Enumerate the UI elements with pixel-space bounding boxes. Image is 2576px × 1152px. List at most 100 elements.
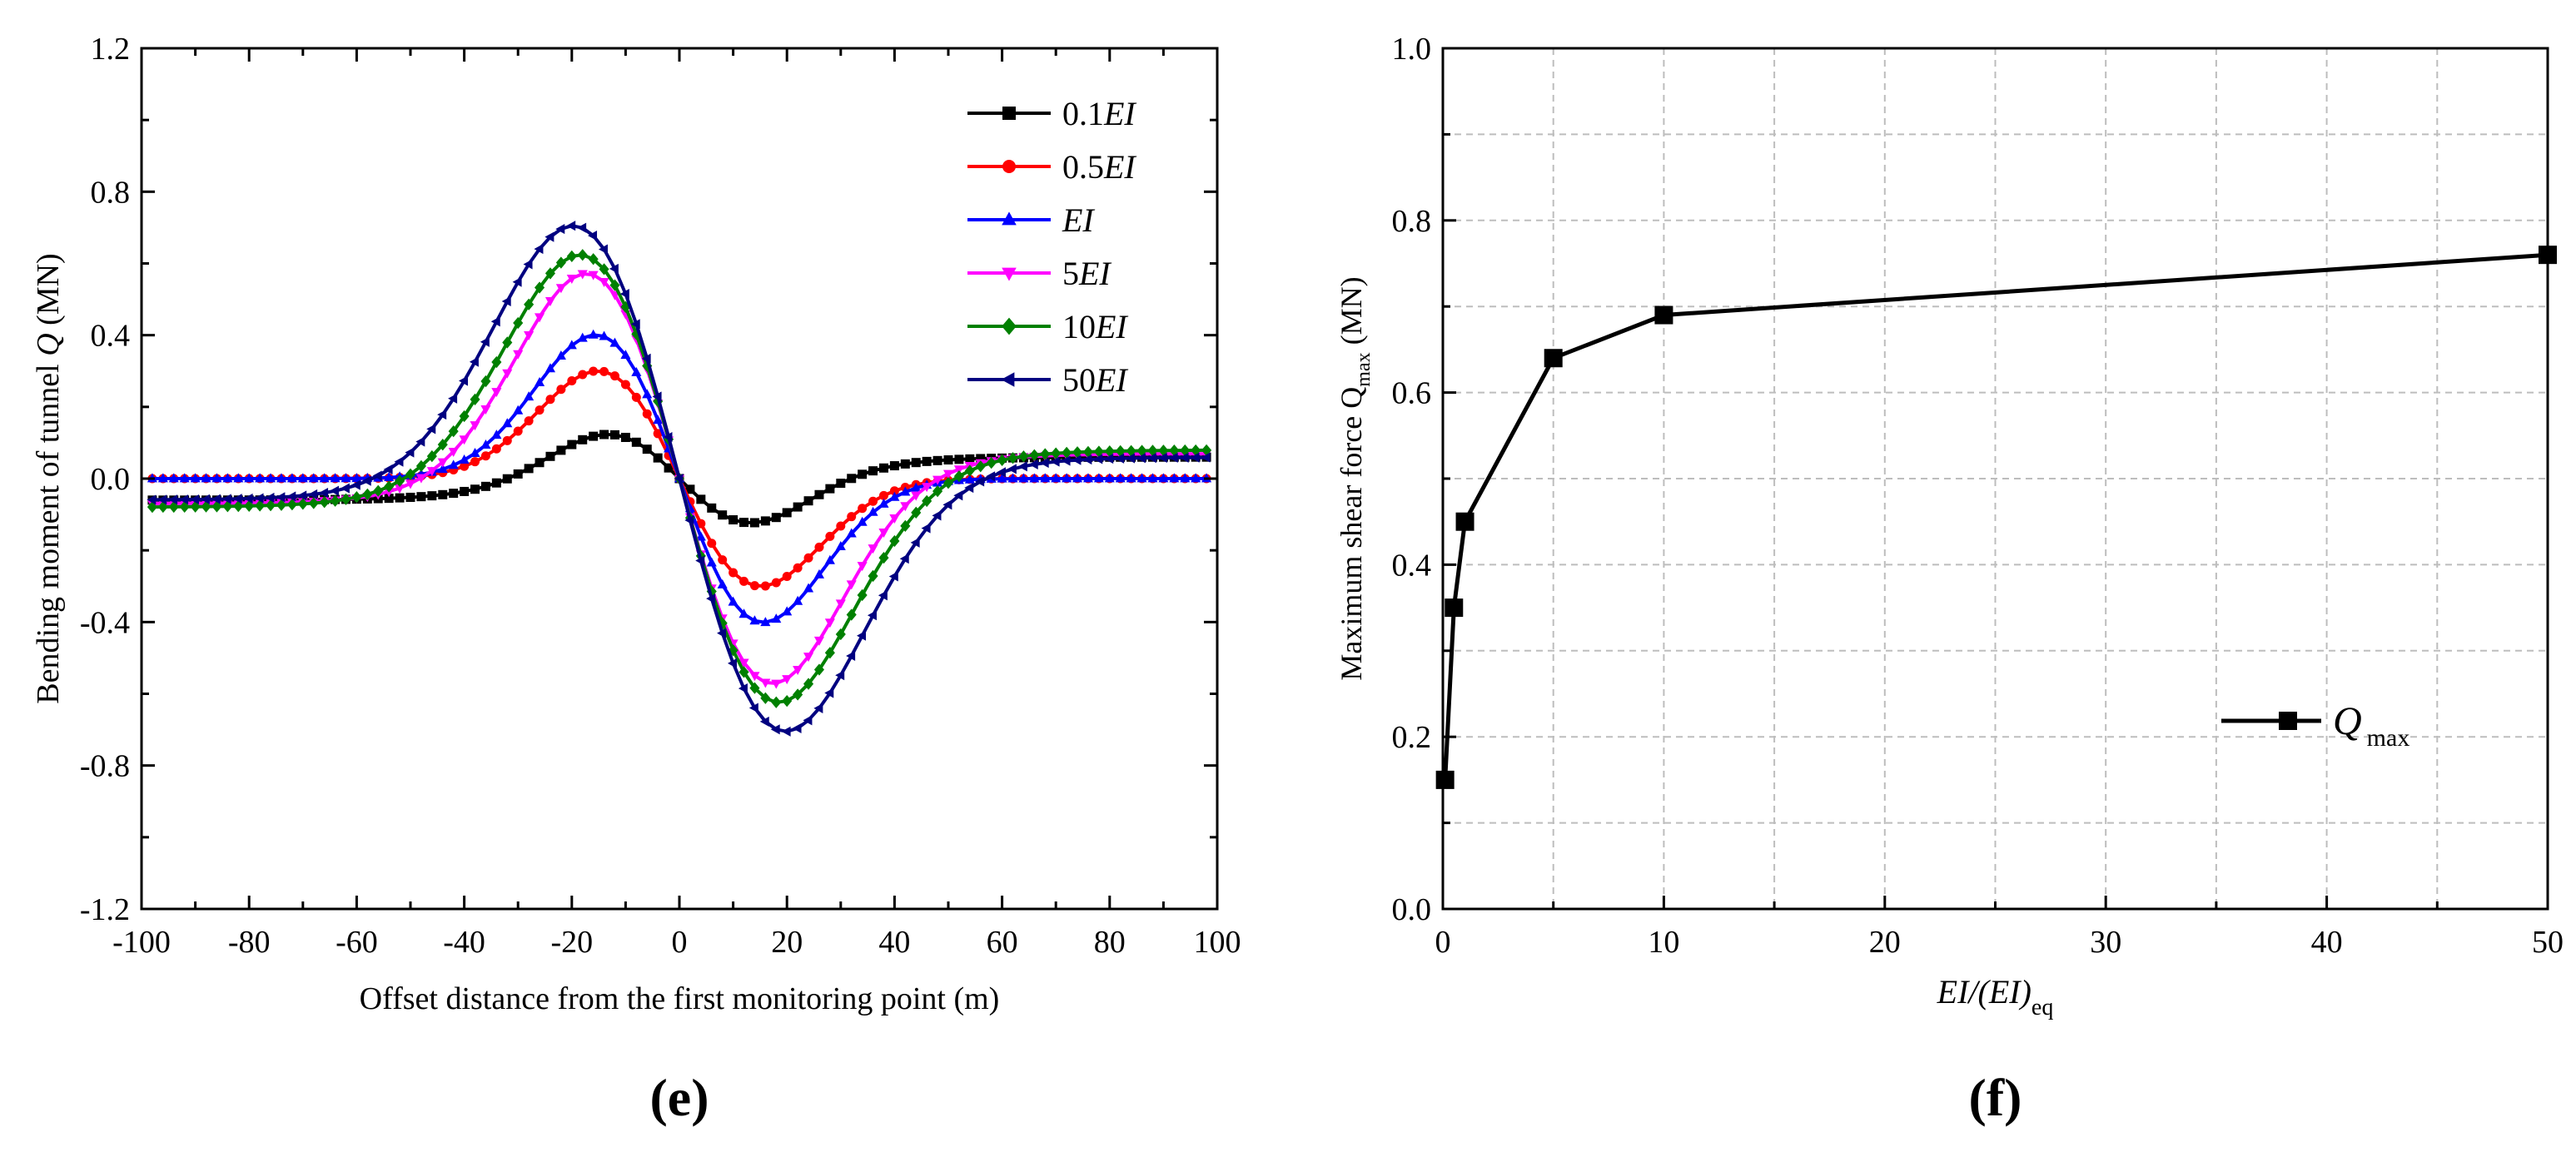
data-point-5EI <box>771 679 782 689</box>
data-point-EI <box>728 596 738 606</box>
data-point-EI <box>319 473 330 483</box>
data-point-EI <box>1018 473 1029 483</box>
data-point-0.5EI <box>470 457 480 467</box>
data-point-EI <box>620 350 631 360</box>
data-point-EI <box>997 473 1007 483</box>
data-point-EI <box>341 473 351 483</box>
data-point-0.1EI <box>664 463 674 473</box>
data-point-EI <box>599 330 609 340</box>
data-point-10EI <box>491 355 502 369</box>
data-point-5EI <box>846 580 857 590</box>
data-point-EI <box>179 473 190 483</box>
y-tick-label: 1.2 <box>91 32 131 67</box>
data-point-10EI <box>534 281 545 294</box>
data-point-EI <box>545 363 556 373</box>
legend-entry-50EI: 50EI <box>1062 361 1128 399</box>
data-point-0.1EI <box>749 518 759 528</box>
data-point-0.5EI <box>589 366 599 376</box>
data-point-10EI <box>1051 447 1062 459</box>
data-point-10EI <box>297 498 308 510</box>
data-point-EI <box>878 498 889 508</box>
data-point-EI <box>566 340 577 350</box>
data-point-10EI <box>168 500 179 514</box>
data-point-0.5EI <box>599 366 609 376</box>
data-point-50EI <box>641 353 651 364</box>
data-point-0.1EI <box>631 437 641 447</box>
data-point-0.1EI <box>395 493 405 503</box>
data-point-10EI <box>448 425 459 438</box>
data-point-10EI <box>760 692 771 704</box>
data-point-50EI <box>997 467 1006 478</box>
data-point-0.5EI <box>771 578 781 588</box>
data-point-50EI <box>157 494 167 505</box>
data-point-50EI <box>674 473 684 484</box>
data-point-50EI <box>512 276 522 287</box>
data-point-0.1EI <box>545 451 555 461</box>
data-point-0.5EI <box>535 405 545 415</box>
data-point-10EI <box>942 477 954 489</box>
data-point-0.1EI <box>836 479 846 489</box>
data-point-5EI <box>534 313 545 323</box>
data-point-10EI <box>953 469 964 483</box>
data-point-0.1EI <box>729 515 738 525</box>
data-point-5EI <box>953 465 964 475</box>
data-point-50EI <box>824 688 834 698</box>
data-point-0.1EI <box>460 486 470 496</box>
data-point-0.5EI <box>653 429 663 439</box>
data-point-50EI <box>383 464 393 474</box>
data-point-50EI <box>695 555 705 566</box>
data-point-50EI <box>168 494 178 505</box>
data-point-0.5EI <box>513 426 523 436</box>
data-point-0.1EI <box>620 432 630 442</box>
data-point-10EI <box>749 682 760 694</box>
x-tick-label: 20 <box>1869 925 1901 960</box>
data-point-50EI <box>1039 458 1049 469</box>
data-point-50EI <box>1136 453 1146 464</box>
data-point-50EI <box>899 554 909 564</box>
data-point-50EI <box>652 391 662 402</box>
data-point-50EI <box>190 494 199 505</box>
data-point-5EI <box>470 421 480 431</box>
data-point-10EI <box>244 499 255 512</box>
data-point-0.5EI <box>556 385 566 395</box>
data-point-0.5EI <box>545 395 555 405</box>
data-point-50EI <box>1168 452 1178 463</box>
data-point-50EI <box>684 514 694 526</box>
data-point-50EI <box>942 499 952 510</box>
data-point-50EI <box>448 393 458 404</box>
panel-f-grid <box>1443 48 2548 909</box>
data-point-0.1EI <box>932 455 942 465</box>
data-point-10EI <box>524 298 535 310</box>
data-point-50EI <box>706 593 716 604</box>
y-tick-label: 0.0 <box>1392 892 1432 927</box>
data-point-EI <box>1072 473 1083 483</box>
data-point-EI <box>1169 473 1180 483</box>
data-point-50EI <box>857 630 867 641</box>
data-point-0.1EI <box>653 453 663 463</box>
data-point-50EI <box>1007 464 1017 474</box>
data-point-10EI <box>771 696 782 708</box>
y-tick-label: 1.0 <box>1392 32 1432 67</box>
legend-marker-0.5EI <box>1002 160 1016 173</box>
data-point-50EI <box>566 221 576 231</box>
data-point-EI <box>749 615 760 625</box>
data-point-50EI <box>932 510 942 521</box>
data-point-5EI <box>749 672 760 682</box>
data-point-10EI <box>1082 445 1094 459</box>
data-point-50EI <box>200 494 210 504</box>
data-point-0.5EI <box>567 376 577 386</box>
data-point-EI <box>1029 473 1040 483</box>
data-point-0.1EI <box>491 478 501 488</box>
data-point-EI <box>524 391 535 401</box>
data-point-50EI <box>781 726 791 737</box>
data-point-50EI <box>770 724 780 735</box>
data-point-50EI <box>953 490 963 501</box>
y-tick-label: 0.6 <box>1392 376 1432 411</box>
data-point-EI <box>964 474 975 484</box>
data-point-50EI <box>361 475 371 486</box>
data-point-5EI <box>480 405 491 415</box>
data-point-EI <box>889 491 900 501</box>
data-point-50EI <box>588 231 598 241</box>
data-point-50EI <box>867 610 877 621</box>
